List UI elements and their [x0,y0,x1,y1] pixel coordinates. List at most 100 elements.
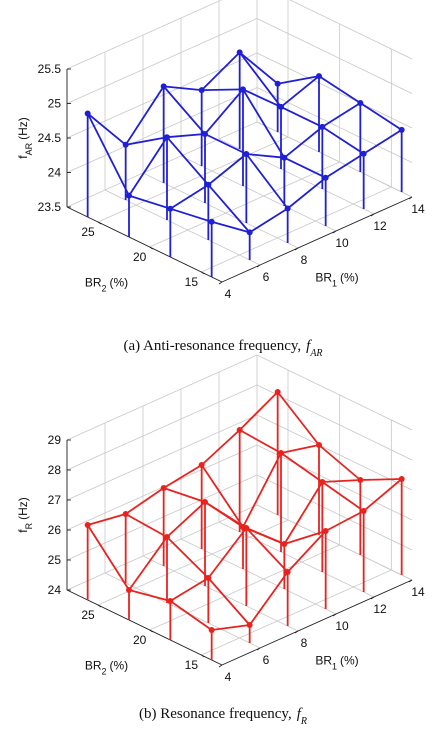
caption: (b) Resonance frequency, fR [139,706,307,727]
data-point [274,80,281,87]
mesh-line [280,452,323,483]
mesh-line [87,513,126,526]
mesh-line [321,481,365,512]
grid-line [66,414,258,501]
mesh-line [287,530,327,573]
x-tick-label: 14 [411,202,425,216]
grid-line [66,384,258,471]
z-axis-label-sub: R [24,522,34,529]
data-point [284,569,291,575]
mesh-line [128,136,168,197]
y-tick-label: 25 [81,225,95,239]
data-point [398,476,405,482]
tick-mark [370,213,375,217]
x-axis [221,196,413,283]
grid-line [142,555,299,632]
mesh-line [169,577,209,602]
mesh-line [86,113,130,197]
mesh-line [86,524,130,591]
mesh-line [242,88,282,108]
z-axis-label-main: f [16,155,30,159]
tick-mark [97,221,102,225]
caption-sub: R [300,716,307,727]
x-tick-label: 4 [225,287,232,301]
x-tick-label: 6 [263,653,270,667]
data-point [202,499,208,505]
data-point [246,229,253,236]
grid-line [66,52,258,139]
mesh-line [239,51,279,85]
mesh-line [201,88,244,91]
mesh-line [128,589,171,602]
x-tick-label: 10 [335,619,349,633]
data-point [322,174,329,181]
mesh-line [162,85,206,135]
mesh-line [169,184,209,210]
grid-line [66,0,223,70]
z-axis-label-sub: AR [24,142,34,155]
data-point [319,123,326,130]
y-axis [66,206,223,283]
grid-line [201,186,392,273]
mesh-line [360,478,402,481]
data-point [126,192,132,199]
x-axis-label-main: BR [315,271,332,285]
z-tick-label: 25 [48,553,62,567]
caption: (a) Anti-resonance frequency, fAR [123,338,322,359]
mesh-line [363,478,403,512]
grid-line [149,544,340,631]
mesh-line [128,536,168,591]
tick-mark [256,264,261,268]
data-point [202,131,208,137]
x-tick-label: 4 [225,670,232,684]
mesh-line [287,177,327,210]
z-tick-label: 25.5 [38,62,62,76]
grid-line [201,569,392,656]
caption-text: (a) Anti-resonance frequency, [123,338,301,354]
z-axis-label: fR (Hz) [16,497,34,533]
mesh-line [249,207,289,234]
z-axis-label-main: f [16,529,30,533]
mesh-line [204,133,247,155]
mesh-line [283,481,324,545]
mesh-line [276,391,320,446]
y-axis-label-main: BR [85,659,102,673]
mesh-line [284,530,326,545]
z-tick-label: 29 [48,433,62,447]
y-tick-label: 20 [133,633,147,647]
y-axis [66,589,223,666]
data-point [205,181,212,188]
mesh-line [321,126,365,155]
tick-mark [370,596,375,600]
grid-line [180,538,337,615]
x-tick-label: 8 [301,253,308,267]
x-axis-label-sub: 1 [332,662,337,672]
tick-mark [256,647,261,651]
grid-line [66,18,258,104]
z-axis-label: fAR (Hz) [16,117,34,159]
y-tick-label: 25 [81,608,95,622]
x-axis-label-unit: (%) [340,654,359,668]
grid-line [66,121,258,208]
data-point [240,524,246,530]
mesh-line [163,487,206,503]
mesh-line [280,106,323,128]
x-axis-label: BR1 (%) [315,271,358,289]
data-point [126,587,132,593]
mesh-line [124,85,165,146]
mesh-line [207,153,247,186]
data-point [281,541,288,547]
z-axis-label-unit: (Hz) [16,497,30,520]
x-tick-label: 14 [411,585,425,599]
tick-mark [97,604,102,608]
grid-line [256,121,413,198]
z-tick-label: 25 [48,97,62,111]
x-axis [221,579,413,666]
tick-mark [332,613,337,617]
data-point [240,86,246,93]
x-tick-label: 10 [335,236,349,250]
caption-symbol: f [306,338,312,354]
data-point [84,110,91,117]
tick-mark [201,654,205,658]
mesh-line [166,133,206,139]
